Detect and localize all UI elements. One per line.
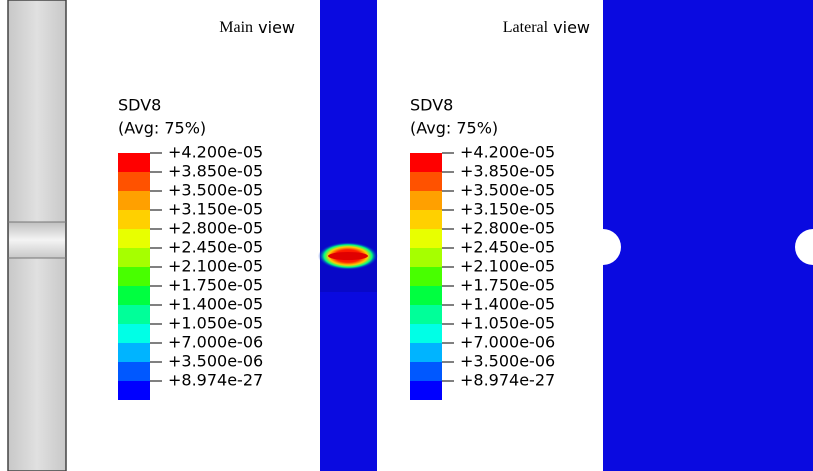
legend-swatch: [118, 229, 150, 248]
legend-label: +7.000e-06: [168, 333, 263, 352]
caption-sans: view: [553, 18, 590, 37]
legend-swatch: [410, 153, 442, 172]
legend-label: +2.450e-05: [460, 238, 555, 257]
legend-swatch: [410, 286, 442, 305]
legend-label: +2.800e-05: [460, 219, 555, 238]
legend-label: +3.500e-05: [460, 181, 555, 200]
legend-label: +2.800e-05: [168, 219, 263, 238]
legend-label: +1.050e-05: [460, 314, 555, 333]
notch-region: [9, 222, 65, 258]
legend-label: +3.150e-05: [460, 200, 555, 219]
legend-label: +1.400e-05: [168, 295, 263, 314]
legend-label: +2.100e-05: [168, 257, 263, 276]
legend-label: +1.750e-05: [460, 276, 555, 295]
caption-serif: Main: [219, 19, 253, 36]
legend-label: +3.850e-05: [168, 162, 263, 181]
legend-label: +1.050e-05: [168, 314, 263, 333]
legend-swatch: [410, 381, 442, 400]
legend-swatch: [410, 229, 442, 248]
legend-swatch: [118, 248, 150, 267]
legend-label: +1.400e-05: [460, 295, 555, 314]
legend-swatch: [118, 305, 150, 324]
legend-title: SDV8: [118, 96, 161, 115]
legend-label: +3.150e-05: [168, 200, 263, 219]
legend-swatch: [118, 343, 150, 362]
legend-swatch: [410, 305, 442, 324]
legend-title: SDV8: [410, 96, 453, 115]
legend-swatch: [118, 267, 150, 286]
legend-swatch: [118, 324, 150, 343]
legend-swatch: [410, 210, 442, 229]
caption-sans: view: [258, 18, 295, 37]
legend-swatch: [118, 210, 150, 229]
legend-label: +3.500e-06: [168, 352, 263, 371]
legend-swatch: [410, 191, 442, 210]
legend-swatch: [118, 381, 150, 400]
legend-label: +4.200e-05: [460, 143, 555, 162]
legend-label: +3.500e-05: [168, 181, 263, 200]
figure: Main viewSDV8(Avg: 75%)+4.200e-05+3.850e…: [0, 0, 813, 471]
legend-swatch: [118, 153, 150, 172]
legend-swatch: [118, 362, 150, 381]
legend-subtitle: (Avg: 75%): [118, 119, 206, 138]
caption: Main view: [219, 18, 295, 37]
legend-label: +2.100e-05: [460, 257, 555, 276]
legend-swatch: [410, 248, 442, 267]
caption: Lateral view: [503, 18, 590, 37]
legend-label: +8.974e-27: [460, 371, 555, 390]
legend-label: +2.450e-05: [168, 238, 263, 257]
legend-label: +4.200e-05: [168, 143, 263, 162]
legend-swatch: [118, 286, 150, 305]
legend-label: +8.974e-27: [168, 371, 263, 390]
contour-plate: [603, 0, 813, 471]
hot-core: [328, 252, 368, 260]
legend-label: +3.500e-06: [460, 352, 555, 371]
legend-label: +1.750e-05: [168, 276, 263, 295]
legend-subtitle: (Avg: 75%): [410, 119, 498, 138]
legend-swatch: [410, 324, 442, 343]
legend-label: +7.000e-06: [460, 333, 555, 352]
legend-swatch: [410, 343, 442, 362]
legend-label: +3.850e-05: [460, 162, 555, 181]
legend-swatch: [410, 267, 442, 286]
legend-swatch: [118, 172, 150, 191]
legend-swatch: [118, 191, 150, 210]
caption-serif: Lateral: [503, 19, 549, 36]
legend-swatch: [410, 362, 442, 381]
legend-swatch: [410, 172, 442, 191]
